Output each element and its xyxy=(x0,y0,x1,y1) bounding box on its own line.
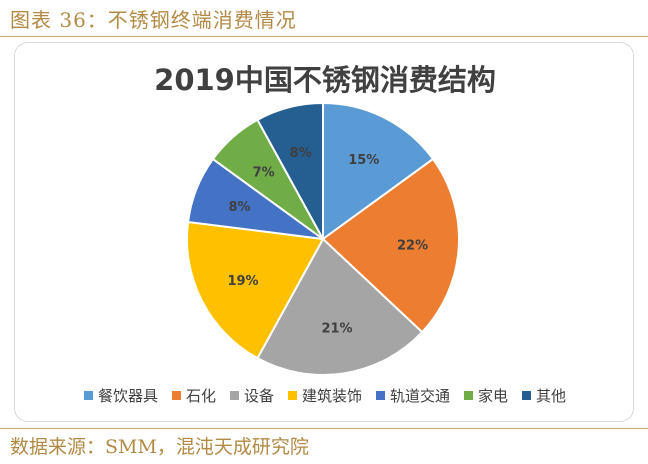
pie-slice-3 xyxy=(186,220,325,360)
pie-chart: 15% 22% 21% 19% 8% 7% 8% xyxy=(186,101,461,376)
legend-swatch xyxy=(229,391,239,400)
legend-swatch xyxy=(83,391,93,400)
slice-label-1: 22% xyxy=(397,239,428,254)
pie-slice-6 xyxy=(256,101,324,240)
legend-item-2: 设备 xyxy=(229,385,274,406)
legend-item-4: 轨道交通 xyxy=(376,385,450,406)
legend-label: 设备 xyxy=(243,387,274,405)
top-divider xyxy=(0,36,648,37)
legend-label: 其他 xyxy=(536,387,567,405)
chart-panel: 2019中国不锈钢消费结构 15% 22% 21% 19% 8% 7% 8% 餐饮器具 石化 设… xyxy=(14,42,634,422)
pie-slice-2 xyxy=(256,237,424,376)
slice-label-0: 15% xyxy=(348,153,379,168)
legend-item-1: 石化 xyxy=(171,385,216,406)
legend-label: 建筑装饰 xyxy=(301,387,362,405)
slice-label-6: 8% xyxy=(290,146,312,161)
legend-item-6: 其他 xyxy=(522,385,566,406)
slice-label-4: 8% xyxy=(229,200,251,215)
legend-swatch xyxy=(522,391,532,400)
slice-label-2: 21% xyxy=(321,322,352,337)
pie-slice-1 xyxy=(321,157,461,334)
legend-swatch xyxy=(287,391,297,400)
pie-slice-0 xyxy=(322,101,435,241)
figure-source: 数据来源：SMM，混沌天成研究院 xyxy=(10,436,309,458)
bottom-divider xyxy=(0,428,648,429)
legend-label: 家电 xyxy=(478,387,509,405)
chart-title: 2019中国不锈钢消费结构 xyxy=(154,63,496,97)
legend-item-3: 建筑装饰 xyxy=(287,385,362,406)
legend: 餐饮器具 石化 设备 建筑装饰 轨道交通 家电 其他 xyxy=(15,385,635,406)
figure-caption: 图表 36：不锈钢终端消费情况 xyxy=(10,8,297,32)
legend-swatch xyxy=(464,391,474,400)
legend-swatch xyxy=(376,391,385,400)
legend-label: 轨道交通 xyxy=(390,387,451,405)
slice-label-3: 19% xyxy=(227,274,258,289)
legend-item-5: 家电 xyxy=(464,385,508,406)
legend-label: 石化 xyxy=(185,387,216,405)
slice-label-5: 7% xyxy=(253,166,275,181)
legend-swatch xyxy=(171,391,181,400)
legend-label: 餐饮器具 xyxy=(97,387,158,405)
legend-item-0: 餐饮器具 xyxy=(83,385,158,406)
